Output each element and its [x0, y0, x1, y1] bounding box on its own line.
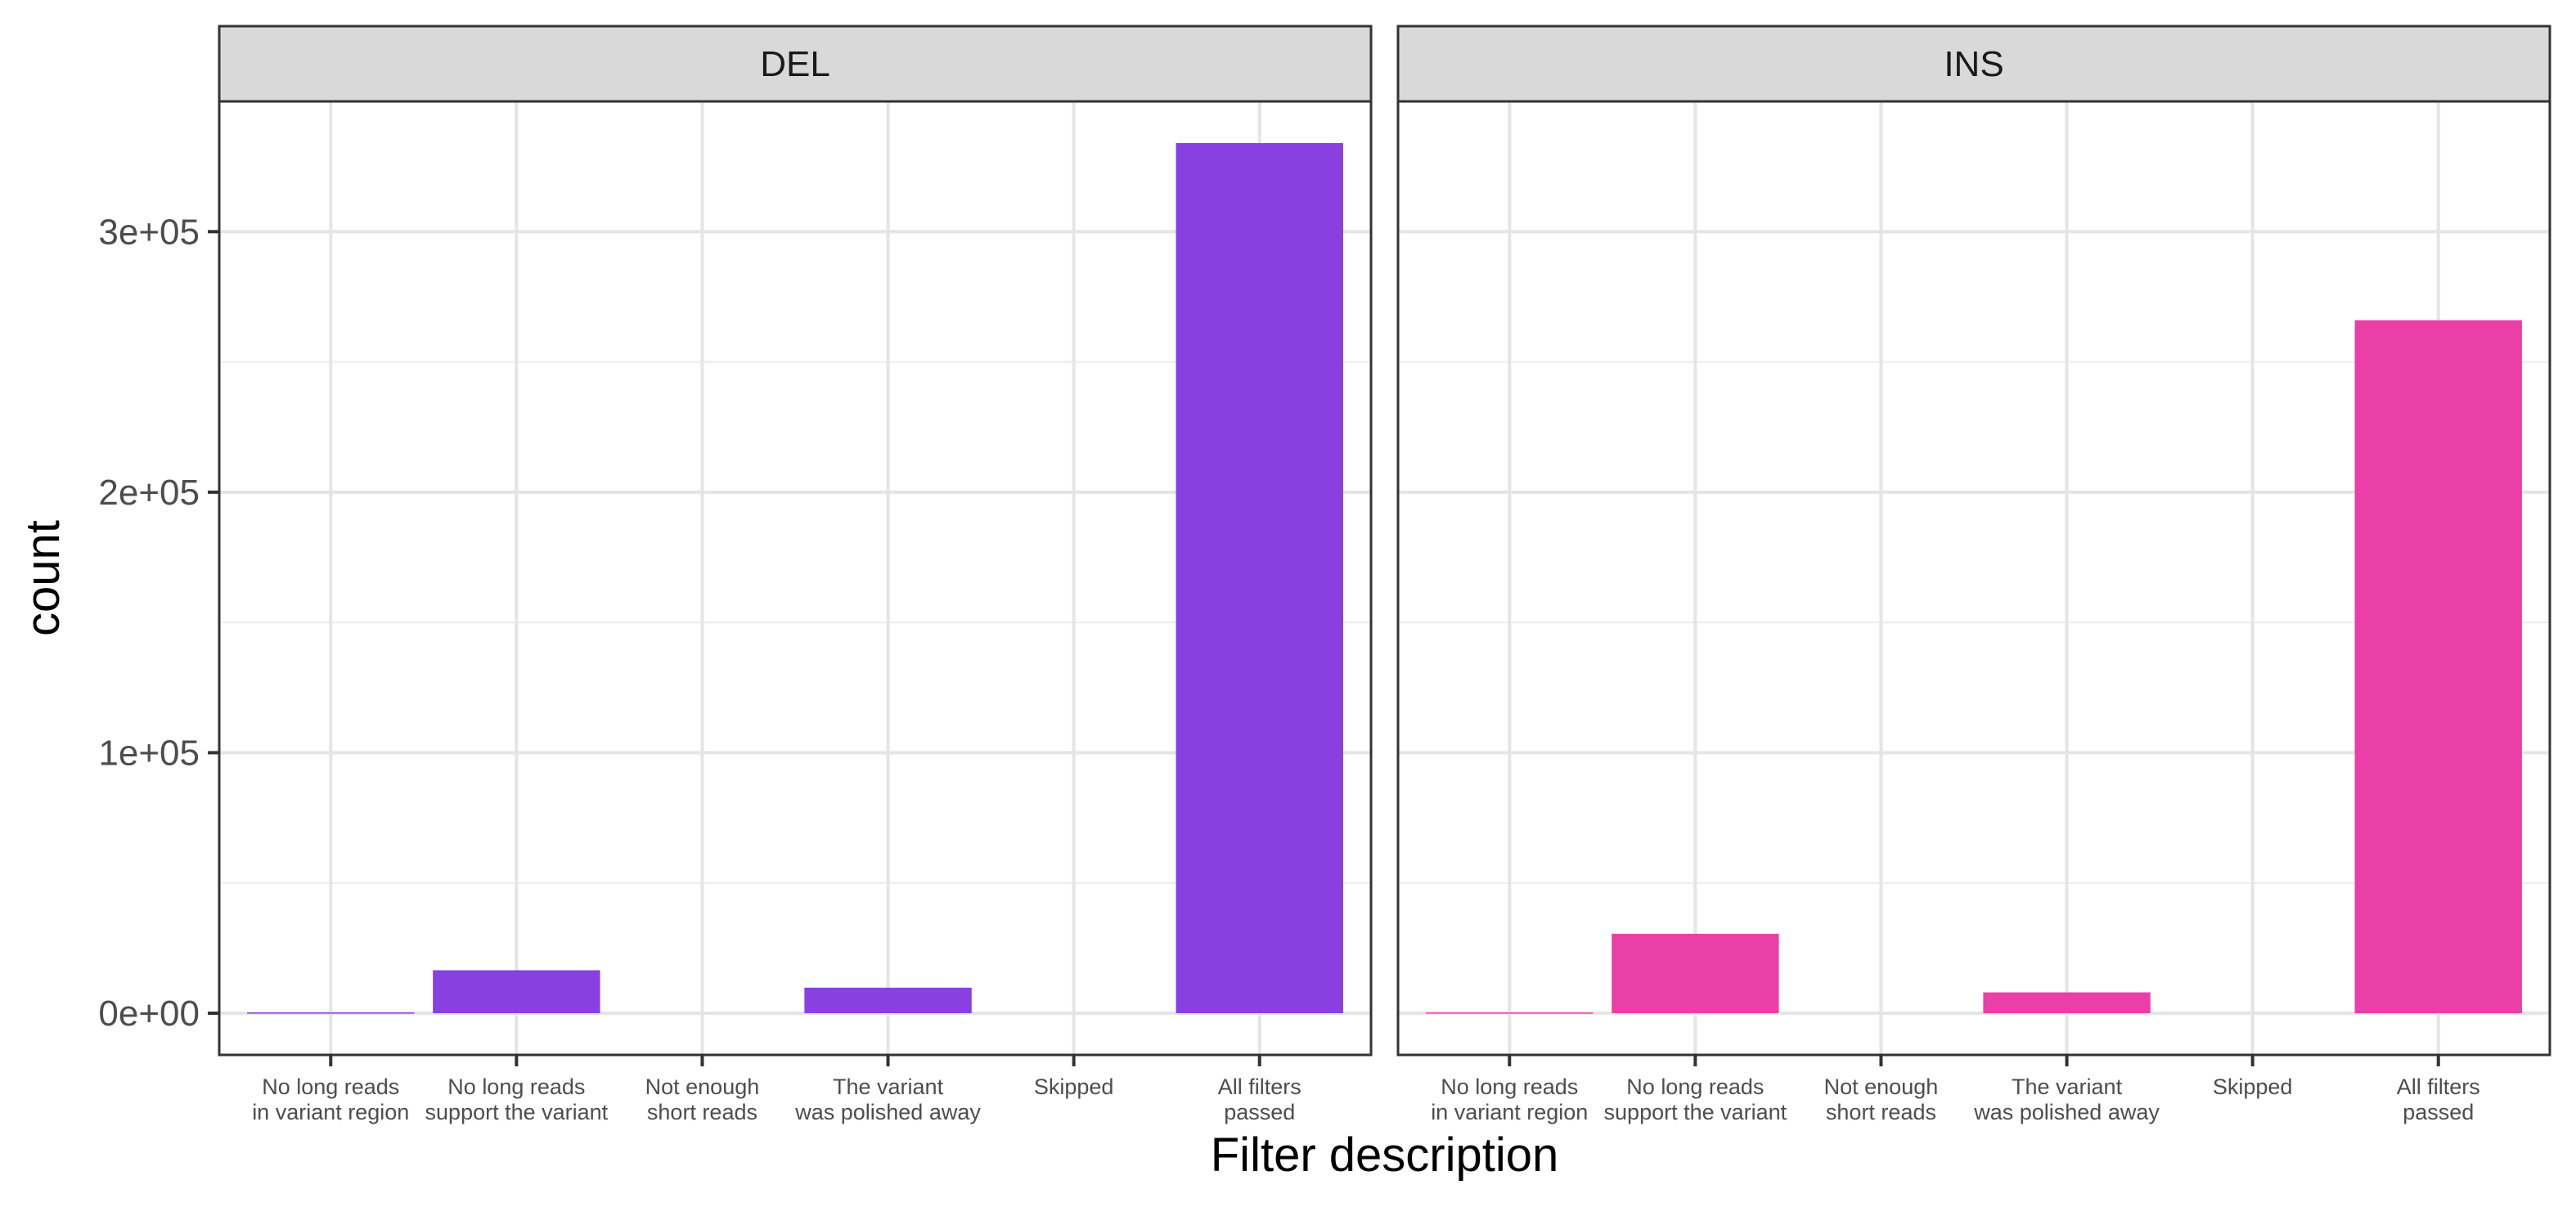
x-tick-label: Skipped: [1034, 1075, 1114, 1099]
x-tick-label: support the variant: [1604, 1100, 1787, 1124]
facet-strip: [218, 25, 1373, 103]
bar-ins-3: [1983, 992, 2151, 1014]
bar-del-1: [433, 970, 600, 1014]
bar-del-0: [247, 1012, 415, 1014]
x-tick-label: support the variant: [425, 1100, 609, 1124]
x-tick-label: The variant: [2012, 1075, 2123, 1099]
x-tick-label: Skipped: [2213, 1075, 2293, 1099]
y-axis: 0e+00 1e+05 2e+05 3e+05: [98, 212, 219, 1034]
x-tick-label: All filters: [1218, 1075, 1301, 1099]
x-tick-label: Not enough: [645, 1075, 760, 1099]
x-tick-label: passed: [2403, 1100, 2474, 1124]
x-tick-label: The variant: [833, 1075, 944, 1099]
x-tick-label: No long reads: [1441, 1075, 1578, 1099]
facet-strip: [1396, 25, 2551, 103]
bar-ins-5: [2354, 320, 2522, 1014]
bar-del-3: [804, 987, 972, 1014]
x-tick-label: No long reads: [1626, 1075, 1764, 1099]
bar-ins-0: [1426, 1012, 1594, 1014]
x-tick-label: in variant region: [1431, 1100, 1588, 1124]
x-axis-title: Filter description: [1211, 1128, 1558, 1182]
x-tick-label: Not enough: [1824, 1075, 1939, 1099]
y-tick-label: 0e+00: [98, 994, 200, 1034]
y-tick-label: 3e+05: [98, 212, 200, 252]
x-tick-label: was polished away: [794, 1100, 981, 1124]
y-axis-title: count: [16, 520, 70, 636]
bar-ins-1: [1612, 933, 1779, 1014]
facet-strip-label: DEL: [760, 44, 830, 84]
y-tick-label: 2e+05: [98, 473, 200, 513]
bar-del-5: [1176, 142, 1343, 1014]
x-tick-label: No long reads: [447, 1075, 585, 1099]
x-tick-label: was polished away: [1973, 1100, 2160, 1124]
x-tick-label: passed: [1224, 1100, 1295, 1124]
x-tick-label: short reads: [647, 1100, 758, 1124]
y-tick-label: 1e+05: [98, 733, 200, 773]
facet-strip-label: INS: [1944, 44, 2003, 84]
x-tick-label: short reads: [1826, 1100, 1936, 1124]
x-tick-label: All filters: [2397, 1075, 2480, 1099]
x-tick-label: in variant region: [252, 1100, 409, 1124]
x-tick-label: No long reads: [262, 1075, 399, 1099]
